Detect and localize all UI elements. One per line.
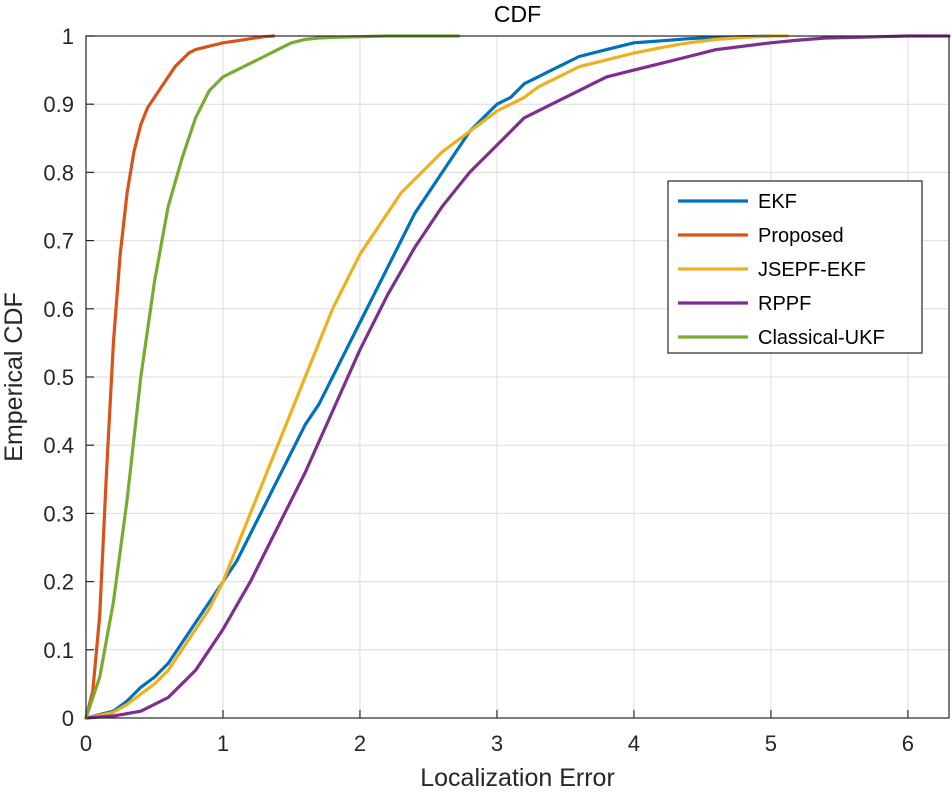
x-tick-label: 1 — [217, 731, 229, 756]
x-tick-label: 2 — [354, 731, 366, 756]
y-tick-label: 0.7 — [43, 229, 74, 254]
y-tick-label: 0.6 — [43, 297, 74, 322]
series-line-classical-ukf — [84, 34, 461, 720]
x-tick-label: 6 — [902, 731, 914, 756]
legend-label: Classical-UKF — [758, 327, 885, 349]
series-line-rppf — [84, 34, 951, 720]
y-axis-label: Emperical CDF — [0, 292, 28, 461]
y-tick-label: 0 — [62, 706, 74, 731]
y-tick-label: 0.1 — [43, 638, 74, 663]
y-tick-label: 0.2 — [43, 570, 74, 595]
y-tick-label: 0.4 — [43, 433, 74, 458]
x-axis-label: Localization Error — [420, 764, 615, 792]
legend-label: Proposed — [758, 225, 844, 247]
x-tick-label: 5 — [765, 731, 777, 756]
x-tick-label: 3 — [491, 731, 503, 756]
series-line-ekf — [84, 34, 773, 720]
legend: EKF Proposed JSEPF-EKF RPPF Classical-UKF — [667, 180, 923, 354]
x-tick-label: 4 — [628, 731, 640, 756]
series-lines — [84, 34, 951, 720]
y-tick-label: 0.3 — [43, 501, 74, 526]
y-tick-label: 0.5 — [43, 365, 74, 390]
x-tick-label: 0 — [80, 731, 92, 756]
legend-box — [667, 180, 923, 354]
y-tick-label: 1 — [62, 24, 74, 49]
series-line-jsepf-ekf — [84, 34, 790, 720]
series-line-proposed — [84, 34, 276, 720]
legend-label: RPPF — [758, 293, 811, 315]
y-tick-label: 0.9 — [43, 92, 74, 117]
legend-label: JSEPF-EKF — [758, 259, 866, 281]
legend-label: EKF — [758, 191, 797, 213]
y-tick-label: 0.8 — [43, 160, 74, 185]
chart-title: CDF — [494, 1, 541, 27]
axis-ticks: 0 1 2 3 4 5 6 0 0.1 0.2 0.3 0.4 0.5 0.6 0.7 0.8 0.9 1 — [43, 24, 914, 756]
